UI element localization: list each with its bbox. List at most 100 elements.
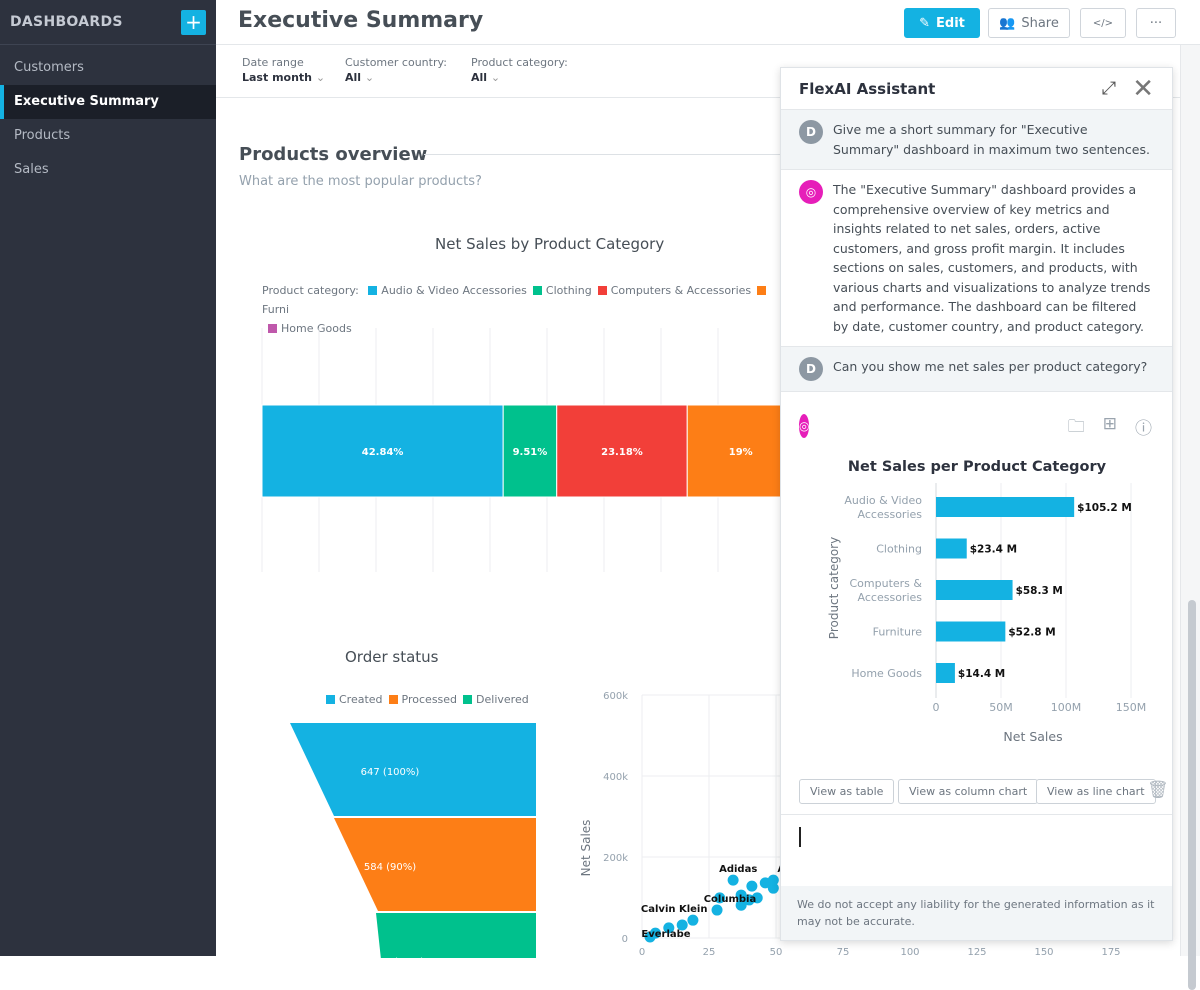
y-tick-label: Audio & Video	[844, 494, 922, 507]
legend-label: Product category:	[262, 284, 359, 297]
scatter-point	[767, 874, 779, 886]
chevron-down-icon: ⌄	[364, 71, 375, 84]
edit-button[interactable]: ✎ Edit	[904, 8, 980, 38]
data-label: $58.3 M	[1016, 585, 1063, 597]
filter-product-category[interactable]: Product category: All ⌄	[471, 56, 568, 84]
x-tick-label: 50M	[989, 701, 1013, 714]
user-avatar: D	[799, 120, 823, 144]
data-label: 557.00 (86%)	[356, 957, 424, 958]
scatter-point	[687, 914, 699, 926]
view-as-line-chart-button[interactable]: View as line chart	[1036, 779, 1156, 804]
bar-segment	[261, 404, 504, 498]
legend-item[interactable]: Delivered	[457, 693, 529, 706]
x-tick-label: 75	[837, 947, 850, 958]
x-tick-label: 0	[639, 947, 645, 958]
close-icon[interactable]: ✕	[1132, 73, 1154, 104]
embed-button[interactable]: </>	[1080, 8, 1126, 38]
assistant-panel: FlexAI Assistant ⤢ ✕ D Give me a short su…	[780, 67, 1173, 941]
legend-item[interactable]: Computers & Accessories	[592, 284, 751, 297]
stacked-chart-title: Net Sales by Product Category	[435, 235, 665, 253]
share-button[interactable]: 👥 Share	[988, 8, 1070, 38]
y-tick-label: Accessories	[858, 508, 923, 521]
scrollbar-thumb[interactable]	[1188, 600, 1196, 990]
filter-customer-country[interactable]: Customer country: All ⌄	[345, 56, 447, 84]
funnel-chart-title: Order status	[345, 648, 439, 666]
x-tick-label: 150M	[1116, 701, 1147, 714]
x-tick-label: 25	[703, 947, 716, 958]
sidebar-item-executive-summary[interactable]: Executive Summary	[0, 85, 216, 119]
add-dashboard-button[interactable]: +	[181, 9, 206, 35]
y-axis-label: Net Sales	[579, 820, 593, 877]
assistant-avatar-icon: ◎	[799, 180, 823, 204]
legend-item[interactable]: Furni	[262, 284, 770, 316]
scrollbar[interactable]	[1180, 45, 1200, 990]
data-label: 584 (90%)	[364, 862, 416, 873]
sidebar-item-sales[interactable]: Sales	[14, 162, 49, 177]
assistant-message: ◎ The "Executive Summary" dashboard provi…	[781, 170, 1172, 347]
info-icon[interactable]: ⓘ	[1135, 419, 1152, 439]
x-tick-label: 175	[1101, 947, 1120, 958]
legend-item[interactable]: Processed	[383, 693, 457, 706]
scatter-point	[751, 892, 763, 904]
scatter-point	[649, 927, 661, 939]
trash-icon[interactable]: 🗑	[1147, 780, 1169, 800]
bar	[936, 538, 967, 559]
section-divider	[424, 154, 784, 155]
legend-item[interactable]: Clothing	[527, 284, 592, 297]
data-label: 23.18%	[601, 447, 643, 458]
y-tick-label: 600k	[603, 691, 628, 702]
user-message: D Can you show me net sales per product c…	[781, 347, 1172, 392]
point-label: Adidas	[719, 864, 757, 875]
expand-icon[interactable]: ⤢	[1101, 78, 1117, 99]
assistant-title: FlexAI Assistant	[799, 79, 936, 98]
data-label: 9.51%	[513, 447, 548, 458]
sidebar-item-customers[interactable]: Customers	[14, 60, 84, 75]
data-label: $14.4 M	[958, 668, 1005, 680]
user-avatar: D	[799, 357, 823, 381]
net-sales-per-category-chart: 0 50M 100M 150M Net Sales per Product Catego…	[827, 459, 1147, 744]
scatter-point	[663, 922, 675, 934]
legend-item[interactable]: Home Goods	[262, 322, 352, 335]
funnel-segment	[376, 913, 536, 958]
view-as-table-button[interactable]: View as table	[799, 779, 895, 804]
scatter-point	[735, 889, 747, 901]
chat-input[interactable]	[781, 814, 1172, 886]
stacked-bar-chart: 42.84% 9.51% 23.18% 19%	[261, 328, 826, 572]
bar	[936, 580, 1013, 600]
save-to-folder-icon[interactable]: 🗀	[1067, 417, 1085, 437]
data-label: $23.4 M	[970, 544, 1017, 556]
sidebar-header: DASHBOARDS +	[0, 0, 216, 45]
point-label: Columbia	[704, 894, 757, 905]
bar-segment	[502, 404, 558, 498]
scatter-chart: 0 200k 400k 600k 0 25 50 75 100 125 150 175 Net Sale…	[579, 691, 1156, 958]
top-bar: Executive Summary ✎ Edit 👥 Share </> ···	[216, 0, 1200, 45]
funnel-legend: Created Processed Delivered	[320, 693, 529, 706]
legend-item[interactable]: Audio & Video Accessories	[362, 284, 527, 297]
filter-date-range[interactable]: Date range Last month ⌄	[242, 56, 326, 84]
scatter-point	[711, 904, 723, 916]
x-axis-label: Net Sales	[1003, 729, 1062, 744]
chevron-down-icon: ⌄	[315, 71, 326, 84]
y-tick-label: Furniture	[873, 626, 923, 639]
data-label: $52.8 M	[1008, 627, 1055, 639]
y-tick-label: Computers &	[850, 577, 923, 590]
y-tick-label: Accessories	[858, 591, 923, 604]
chevron-down-icon: ⌄	[490, 71, 501, 84]
more-button[interactable]: ···	[1136, 8, 1176, 38]
disclaimer: We do not accept any liability for the g…	[781, 886, 1172, 940]
scatter-point	[727, 874, 739, 886]
add-to-dashboard-icon[interactable]: ⊞	[1102, 414, 1117, 434]
text-caret	[799, 827, 801, 847]
sidebar-title: DASHBOARDS	[10, 14, 123, 30]
scatter-point	[714, 892, 726, 904]
chart-title: Net Sales per Product Category	[848, 459, 1107, 475]
scatter-point	[735, 899, 747, 911]
y-tick-label: Clothing	[876, 543, 922, 556]
x-tick-label: 100M	[1051, 701, 1082, 714]
legend-item[interactable]: Created	[320, 693, 383, 706]
x-tick-label: 150	[1034, 947, 1053, 958]
funnel-segment	[290, 723, 536, 816]
view-as-column-chart-button[interactable]: View as column chart	[898, 779, 1039, 804]
sidebar-item-products[interactable]: Products	[14, 128, 71, 143]
funnel-segment	[334, 818, 536, 911]
